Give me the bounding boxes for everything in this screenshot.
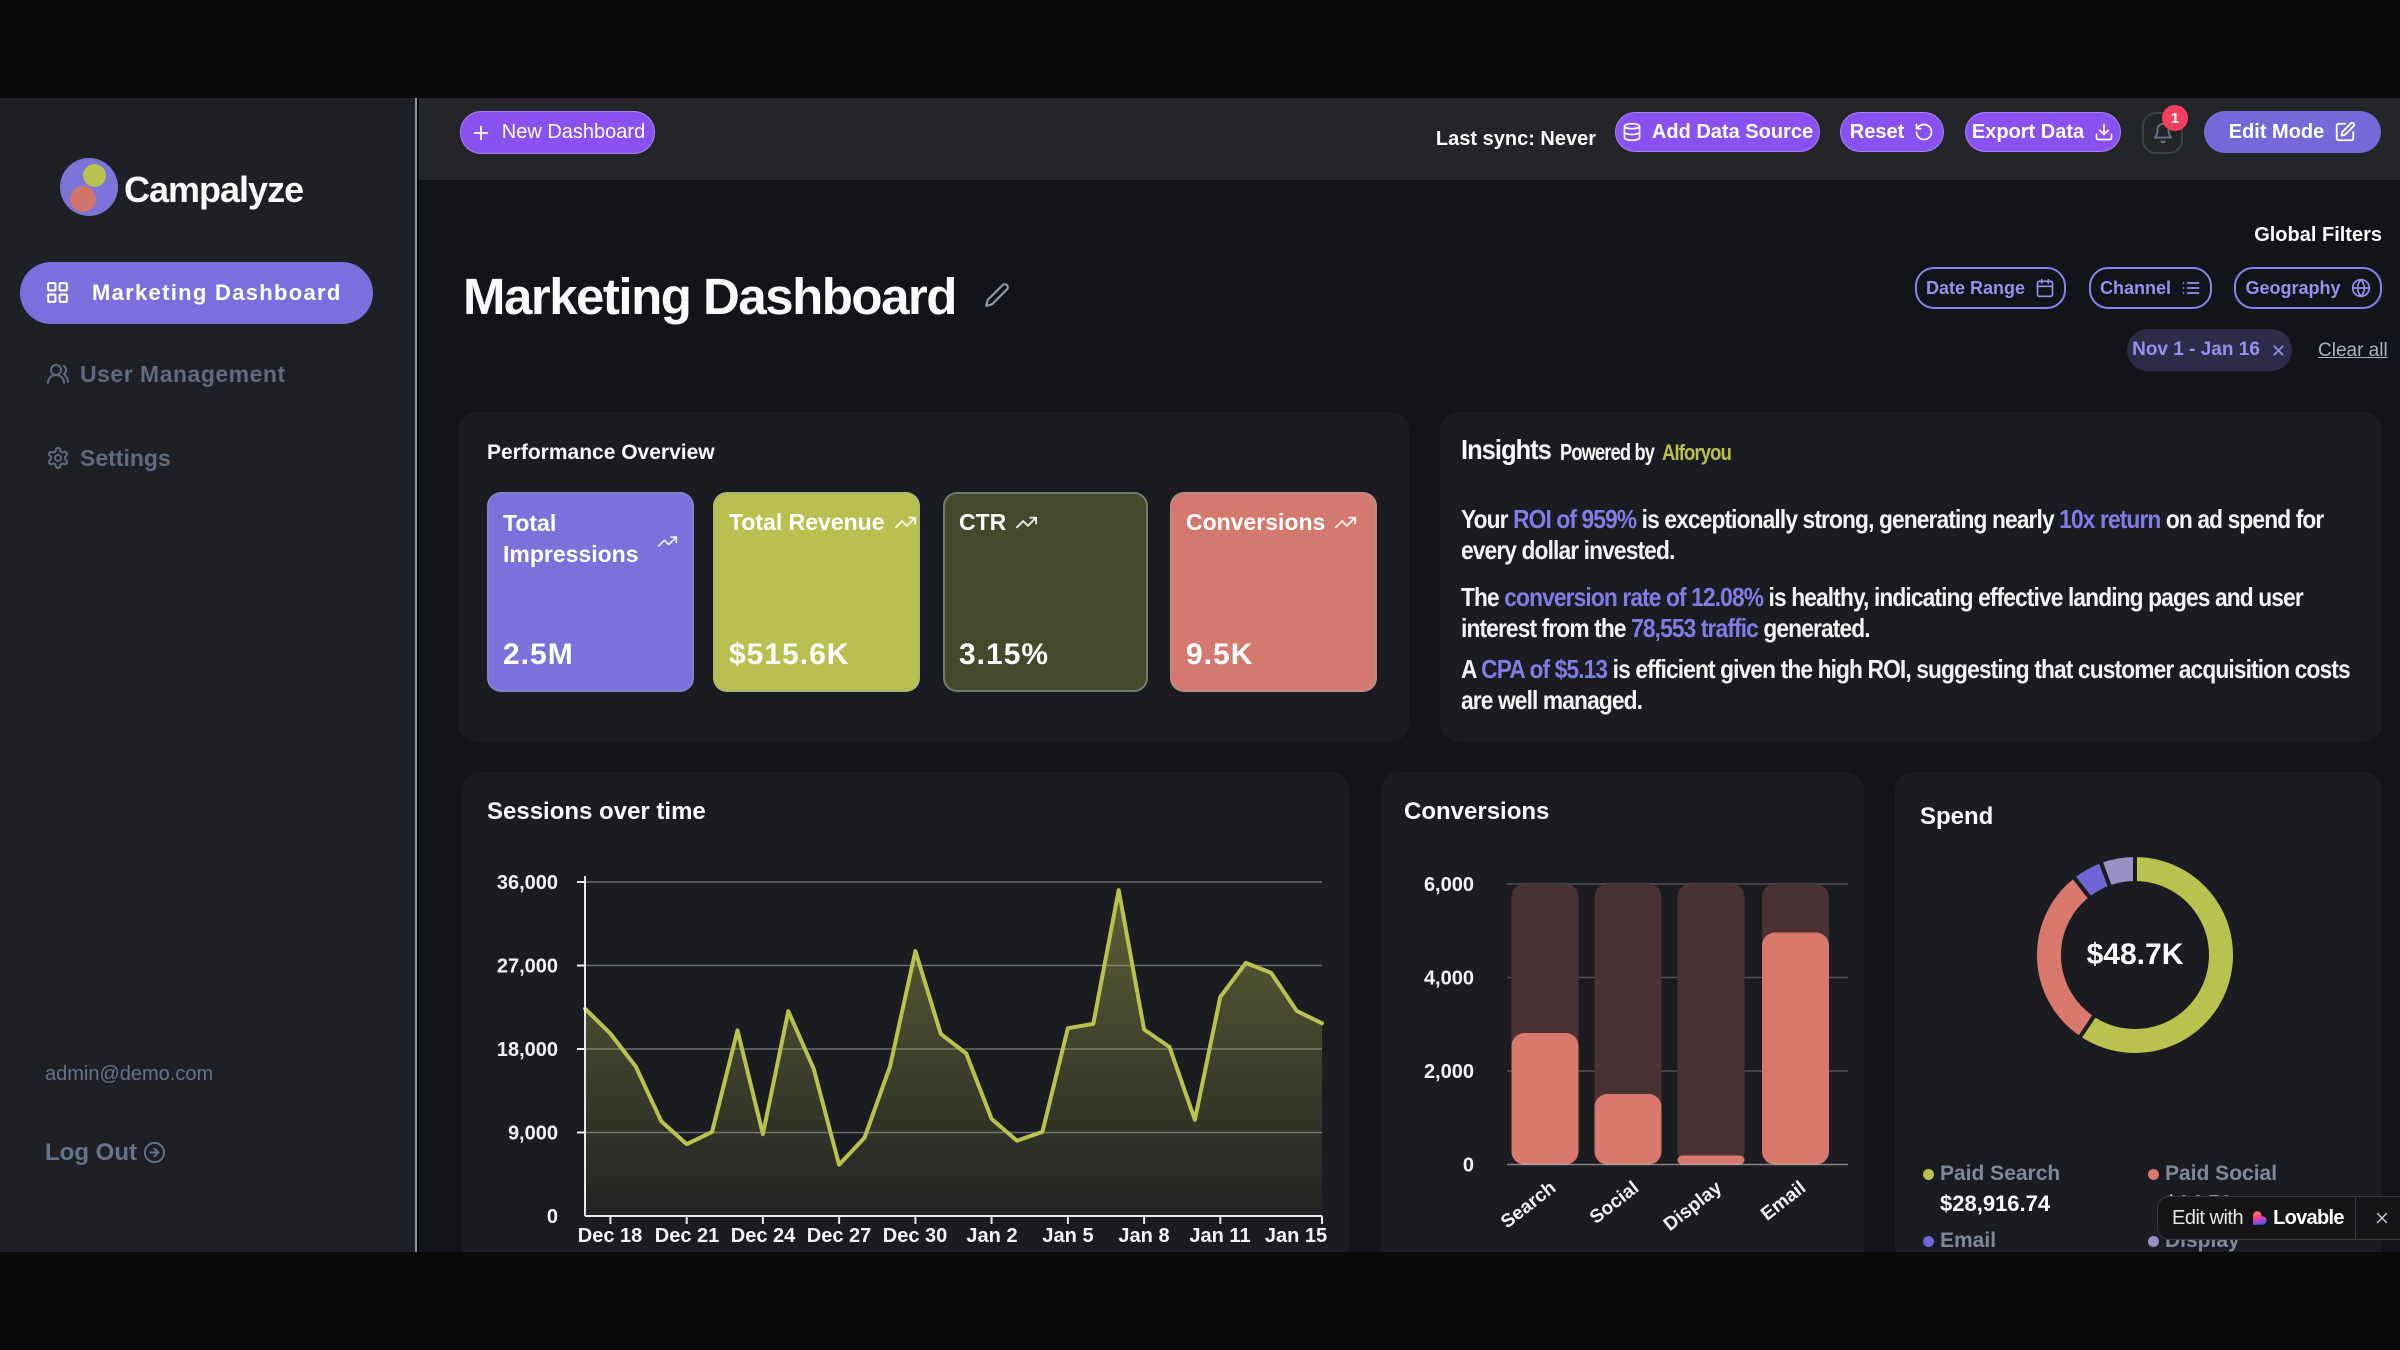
- svg-text:0: 0: [547, 1206, 558, 1228]
- svg-text:Jan 5: Jan 5: [1042, 1225, 1093, 1247]
- svg-text:Dec 21: Dec 21: [655, 1225, 720, 1247]
- svg-text:2,000: 2,000: [1424, 1061, 1474, 1083]
- svg-text:Dec 24: Dec 24: [731, 1225, 796, 1247]
- svg-text:Email: Email: [1757, 1177, 1810, 1225]
- svg-text:Dec 27: Dec 27: [807, 1225, 872, 1247]
- svg-text:Search: Search: [1497, 1177, 1560, 1233]
- svg-text:Jan 15: Jan 15: [1265, 1225, 1327, 1247]
- svg-text:Dec 18: Dec 18: [578, 1225, 643, 1247]
- svg-text:27,000: 27,000: [497, 956, 558, 978]
- svg-text:36,000: 36,000: [497, 872, 558, 894]
- svg-text:Jan 11: Jan 11: [1189, 1225, 1250, 1247]
- svg-text:4,000: 4,000: [1424, 968, 1474, 990]
- svg-text:Jan 2: Jan 2: [966, 1225, 1017, 1247]
- svg-text:Display: Display: [1660, 1177, 1727, 1235]
- svg-text:0: 0: [1463, 1155, 1474, 1177]
- svg-text:9,000: 9,000: [508, 1123, 558, 1145]
- svg-text:18,000: 18,000: [497, 1039, 558, 1061]
- svg-text:Dec 30: Dec 30: [883, 1225, 948, 1247]
- svg-text:6,000: 6,000: [1424, 874, 1474, 896]
- svg-text:Jan 8: Jan 8: [1118, 1225, 1169, 1247]
- svg-text:Social: Social: [1586, 1177, 1643, 1228]
